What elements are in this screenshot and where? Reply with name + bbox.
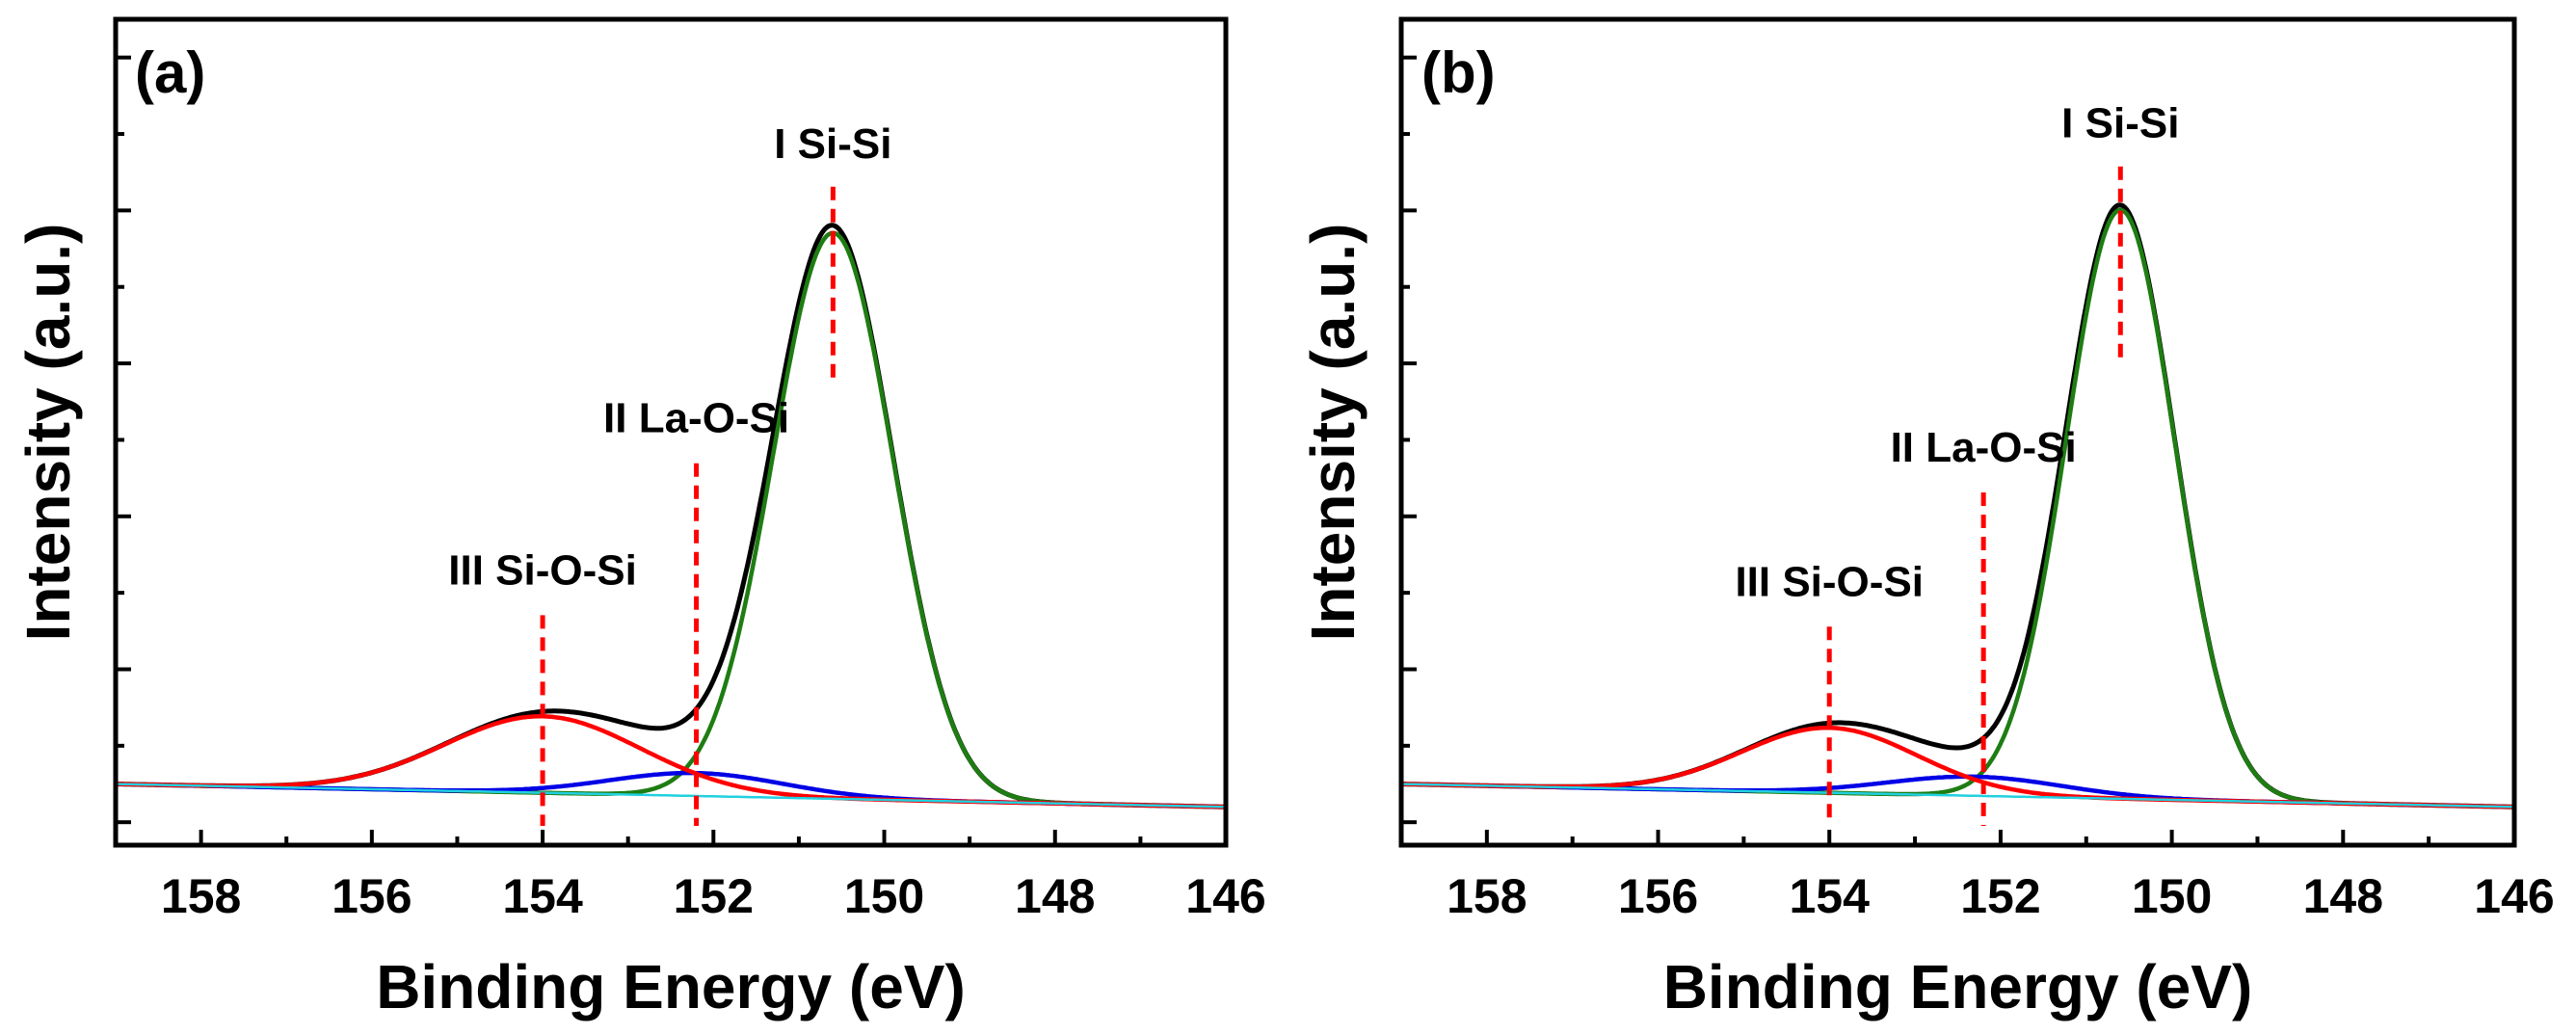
series-i-si-si-line <box>1400 207 2515 809</box>
axes-frame <box>113 16 1229 848</box>
y-axis-label: Intensity (a.u.) <box>1298 224 1368 642</box>
x-tick-label: 158 <box>1447 869 1527 923</box>
peak-label: I Si-Si <box>2061 100 2179 147</box>
series-envelope-line <box>1400 202 2515 809</box>
x-axis-label: Binding Energy (eV) <box>376 952 966 1022</box>
series-background-line <box>115 783 1226 809</box>
panel-label: (b) <box>1421 40 1496 105</box>
x-tick-label: 150 <box>2132 869 2212 923</box>
series-iii-si-o-si-line <box>115 714 1227 809</box>
x-tick-label: 158 <box>161 869 241 923</box>
peak-label: II La-O-Si <box>1891 424 2077 471</box>
peak-label: II La-O-Si <box>603 395 789 442</box>
series-i-si-si-line <box>115 230 1227 809</box>
peak-label: I Si-Si <box>774 120 891 168</box>
x-axis-label: Binding Energy (eV) <box>1663 952 2253 1022</box>
y-axis-label: Intensity (a.u.) <box>13 224 83 642</box>
peak-label: III Si-O-Si <box>1735 558 1924 605</box>
x-tick-label: 148 <box>1015 869 1095 923</box>
x-tick-label: 146 <box>1185 869 1265 923</box>
series-envelope-line <box>115 223 1227 809</box>
axes-frame <box>1398 16 2517 848</box>
x-tick-label: 154 <box>502 869 583 923</box>
x-tick-label: 156 <box>332 869 412 923</box>
x-tick-label: 152 <box>674 869 754 923</box>
panel-b: I Si-Si II La-O-Si III Si-O-Si 158 156 154 152… <box>1298 16 2555 1022</box>
panel-a: I Si-Si II La-O-Si III Si-O-Si 158 156 154 152… <box>13 16 1266 1022</box>
panel-label: (a) <box>135 40 205 105</box>
x-tick-label: 152 <box>1960 869 2040 923</box>
x-tick-label: 150 <box>844 869 924 923</box>
series-background-line <box>1400 783 2514 809</box>
x-tick-label: 154 <box>1790 869 1871 923</box>
x-tick-label: 156 <box>1618 869 1698 923</box>
x-tick-label: 148 <box>2303 869 2383 923</box>
x-tick-label: 146 <box>2474 869 2554 923</box>
peak-label: III Si-O-Si <box>448 546 637 594</box>
